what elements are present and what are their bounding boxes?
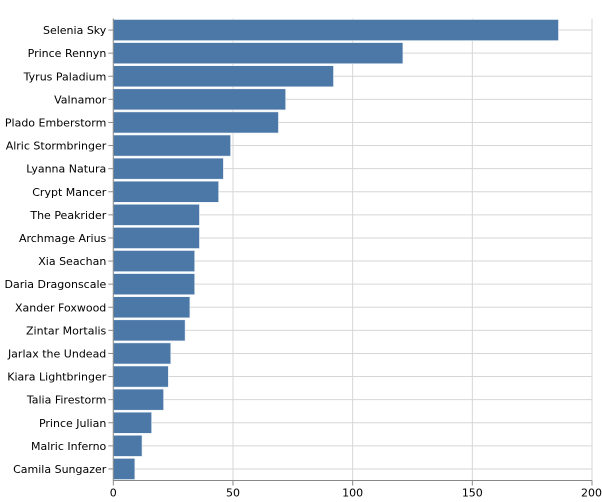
x-tick-label: 150	[462, 487, 483, 500]
y-tick-label: Jarlax the Undead	[7, 347, 106, 360]
y-tick-label: Lyanna Natura	[26, 163, 106, 176]
y-tick-label: Daria Dragonscale	[5, 278, 107, 291]
y-tick-label: Camila Sungazer	[13, 463, 107, 476]
y-tick-label: Tyrus Paladium	[23, 70, 107, 83]
y-tick-label: Selenia Sky	[43, 24, 107, 37]
y-tick-label: Valnamor	[54, 93, 107, 106]
bar	[113, 458, 136, 480]
bar	[113, 88, 286, 111]
y-tick-label: Talia Firestorm	[26, 394, 106, 407]
bar	[113, 111, 279, 134]
bar	[113, 134, 231, 157]
y-tick-label: Crypt Mancer	[32, 186, 107, 199]
bar	[113, 204, 200, 226]
y-tick-label: Malric Inferno	[31, 440, 107, 453]
x-tick-label: 0	[110, 487, 117, 500]
bar	[113, 157, 224, 180]
bar	[113, 342, 172, 365]
x-tick-label: 100	[342, 487, 363, 500]
bar	[113, 180, 219, 203]
bar	[113, 65, 334, 88]
y-tick-label: Archmage Arius	[19, 232, 107, 245]
bar	[113, 388, 164, 411]
bar	[113, 42, 404, 64]
bar	[113, 411, 152, 434]
y-tick-label: The Peakrider	[29, 209, 106, 222]
bar	[113, 319, 186, 342]
bar	[113, 250, 195, 272]
y-tick-label: Alric Stormbringer	[6, 140, 107, 153]
bar	[113, 19, 559, 41]
y-tick-label: Plado Emberstorm	[5, 116, 106, 129]
bar	[113, 296, 191, 319]
y-tick-label: Kiara Lightbringer	[7, 371, 107, 384]
bar	[113, 273, 195, 296]
y-tick-label: Zintar Mortalis	[26, 324, 107, 337]
bar	[113, 365, 169, 388]
bar	[113, 227, 200, 249]
bar	[113, 434, 143, 457]
x-tick-label: 200	[581, 487, 602, 500]
x-tick-label: 50	[226, 487, 240, 500]
y-tick-label: Prince Julian	[39, 417, 106, 430]
y-tick-label: Xia Seachan	[38, 255, 106, 268]
y-tick-label: Prince Rennyn	[28, 47, 107, 60]
y-tick-label: Xander Foxwood	[15, 301, 106, 314]
